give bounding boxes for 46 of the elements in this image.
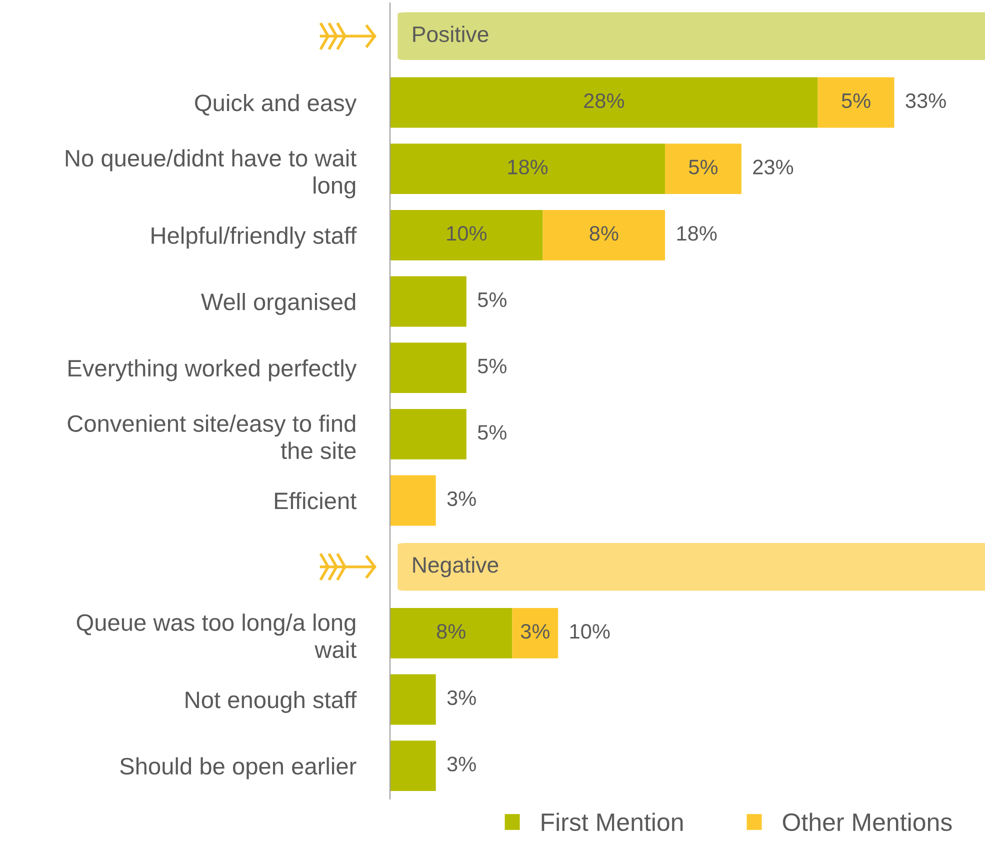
y-tick-label: Should be open earlier — [120, 757, 356, 780]
data-label: 10% — [447, 226, 487, 241]
y-tick-label: Well organised — [201, 292, 356, 315]
bar — [390, 77, 818, 128]
data-label: 28% — [584, 93, 624, 108]
bar — [390, 408, 466, 460]
y-tick-label: Helpful/friendly staff — [152, 226, 357, 249]
total-label: 3% — [447, 491, 476, 506]
bar — [390, 144, 666, 194]
bar — [390, 210, 543, 260]
bar — [390, 740, 436, 792]
y-tick-label: Convenient site/easy to find the site — [68, 414, 356, 460]
data-label: 8% — [436, 624, 466, 639]
total-label: 3% — [447, 690, 476, 706]
bar — [512, 608, 558, 658]
bar — [390, 276, 466, 327]
total-label: 3% — [447, 756, 476, 772]
y-tick-label: Queue was too long/a long wait — [76, 614, 356, 658]
y-tick-label: Everything worked perfectly — [68, 359, 357, 382]
total-label: 5% — [478, 425, 506, 440]
data-label: 5% — [689, 160, 718, 174]
total-label: 10% — [570, 624, 610, 639]
bar — [390, 475, 436, 526]
y-tick-label: Efficient — [275, 492, 356, 510]
data-label: 18% — [508, 160, 548, 174]
y-tick-label: Not enough staff — [186, 690, 357, 713]
bar — [542, 210, 666, 260]
total-label: 23% — [753, 160, 794, 174]
total-label: 5% — [478, 292, 506, 308]
bar — [390, 608, 512, 658]
legend-label: First Mention — [542, 812, 683, 832]
data-label: 5% — [842, 93, 870, 108]
total-label: 5% — [478, 358, 506, 374]
bar — [818, 77, 894, 128]
total-label: 33% — [906, 93, 946, 108]
y-tick-label: No queue/didnt have to wait long — [66, 149, 357, 198]
data-label: 8% — [590, 226, 618, 241]
total-label: 18% — [677, 226, 717, 241]
bar — [665, 144, 742, 194]
annotation: Negative — [413, 556, 498, 578]
bar — [390, 342, 466, 394]
annotation: Positive — [413, 26, 488, 42]
data-label: 3% — [520, 624, 550, 639]
y-tick-label: Quick and easy — [195, 94, 357, 116]
bar — [390, 674, 436, 725]
legend-label: Other Mentions — [782, 812, 952, 832]
